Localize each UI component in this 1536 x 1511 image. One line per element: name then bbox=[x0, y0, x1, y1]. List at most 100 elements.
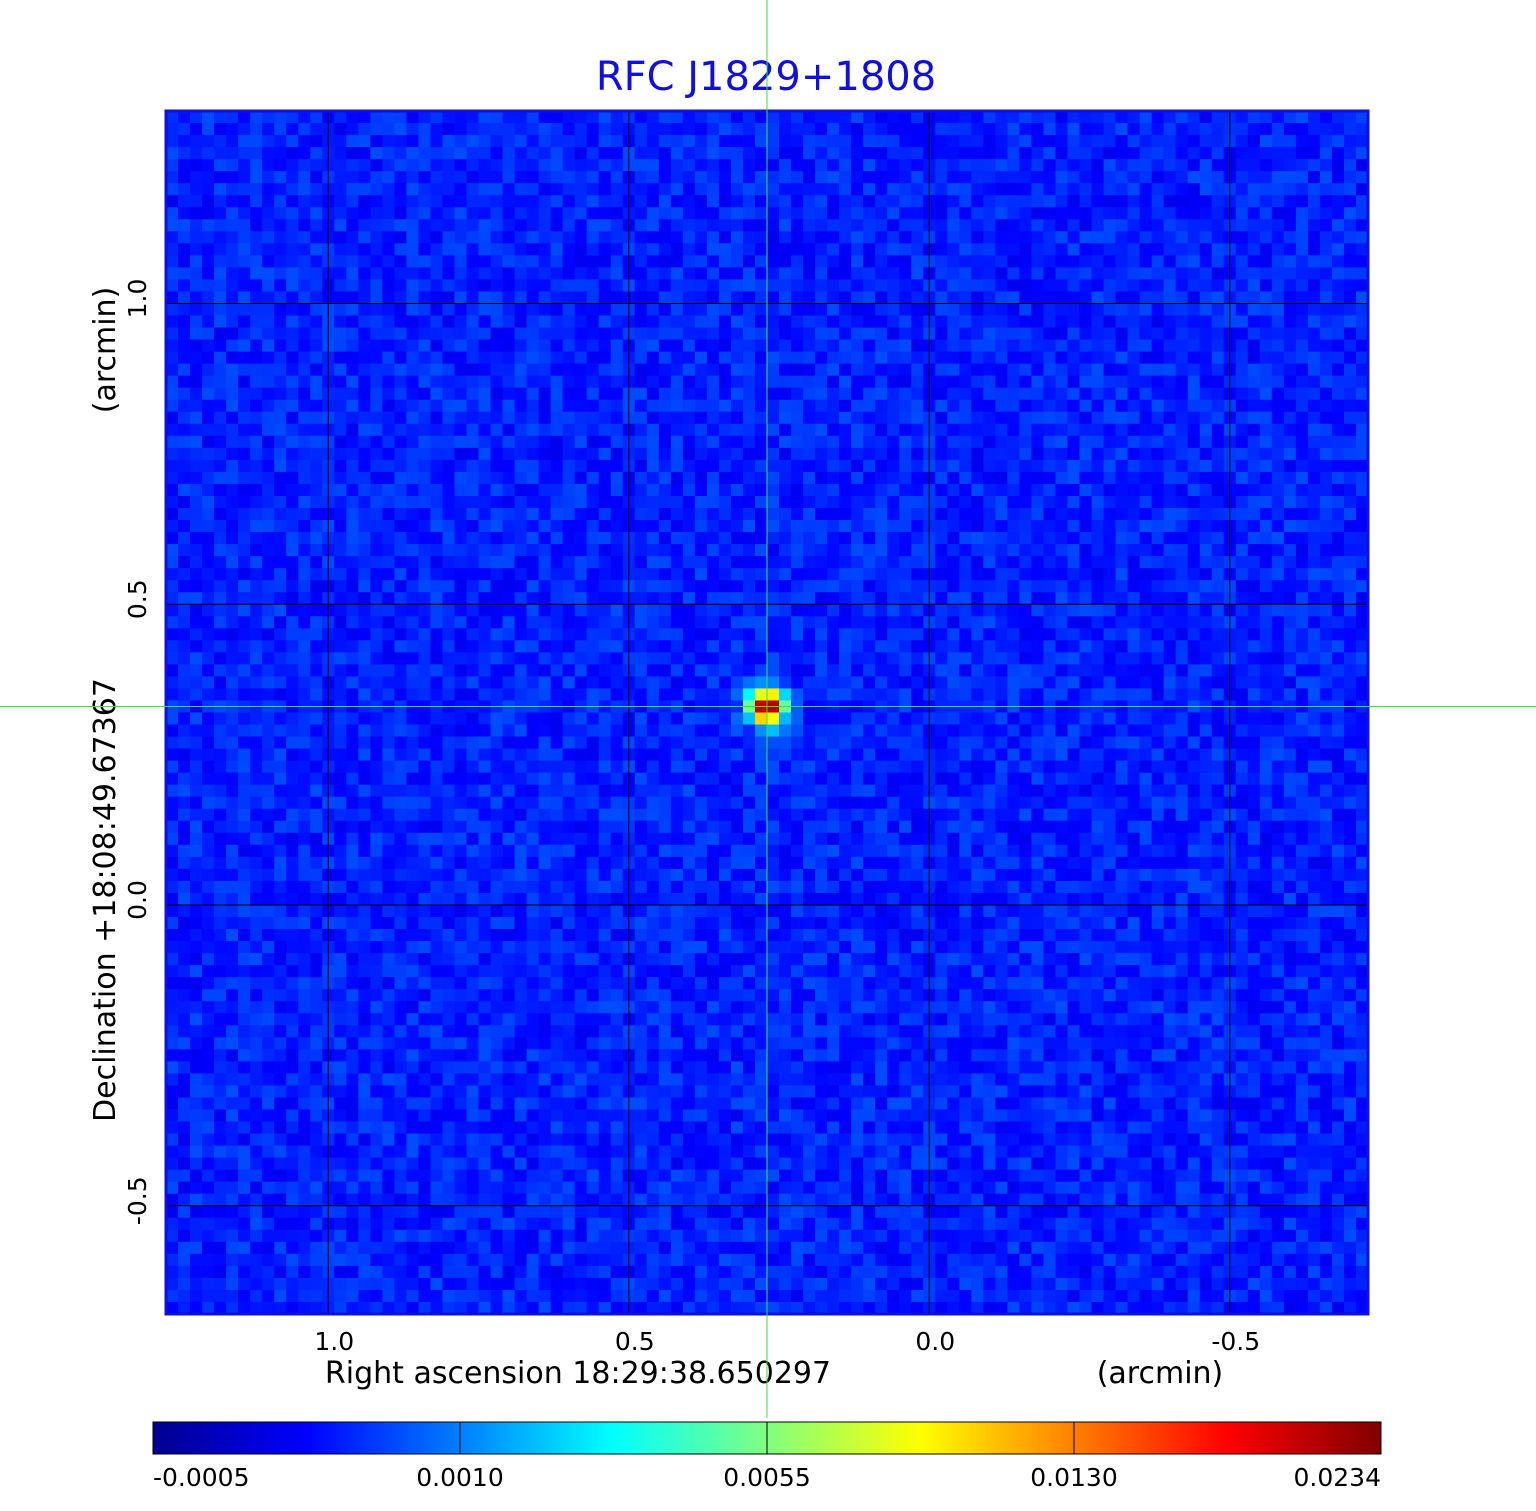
heatmap-cell bbox=[875, 483, 888, 497]
heatmap-cell bbox=[779, 652, 792, 665]
heatmap-cell bbox=[538, 544, 552, 557]
heatmap-cell bbox=[646, 471, 660, 485]
heatmap-cell bbox=[166, 243, 179, 256]
heatmap-cell bbox=[1235, 592, 1249, 605]
heatmap-cell bbox=[178, 568, 191, 581]
heatmap-cell bbox=[1247, 339, 1261, 353]
heatmap-cell bbox=[1247, 219, 1261, 232]
heatmap-cell bbox=[851, 375, 864, 389]
heatmap-cell bbox=[827, 171, 840, 184]
heatmap-cell bbox=[1019, 183, 1033, 196]
heatmap-cell bbox=[514, 339, 528, 353]
heatmap-cell bbox=[1283, 267, 1297, 281]
heatmap-cell bbox=[214, 495, 227, 509]
heatmap-cell bbox=[262, 507, 275, 521]
heatmap-cell bbox=[634, 447, 648, 461]
heatmap-cell bbox=[887, 159, 900, 172]
heatmap-cell bbox=[334, 459, 347, 473]
heatmap-cell bbox=[238, 363, 251, 377]
heatmap-cell bbox=[550, 507, 564, 521]
heatmap-cell bbox=[670, 195, 684, 208]
heatmap-cell bbox=[1067, 652, 1081, 665]
heatmap-cell bbox=[1319, 507, 1333, 521]
heatmap-cell bbox=[718, 123, 732, 136]
heatmap-cell bbox=[250, 507, 263, 521]
heatmap-cell bbox=[442, 219, 456, 232]
heatmap-cell bbox=[1247, 195, 1261, 208]
heatmap-cell bbox=[1175, 255, 1189, 268]
heatmap-cell bbox=[598, 207, 612, 220]
heatmap-cell bbox=[382, 279, 395, 293]
heatmap-cell bbox=[166, 171, 179, 184]
heatmap-cell bbox=[1271, 520, 1285, 533]
heatmap-cell bbox=[202, 315, 215, 329]
heatmap-cell bbox=[406, 147, 420, 160]
heatmap-cell bbox=[1319, 219, 1333, 232]
heatmap-cell bbox=[1307, 255, 1321, 268]
heatmap-cell bbox=[598, 676, 612, 690]
heatmap-cell bbox=[815, 159, 828, 172]
heatmap-cell bbox=[298, 315, 311, 329]
heatmap-cell bbox=[550, 135, 564, 148]
heatmap-cell bbox=[1211, 207, 1225, 220]
heatmap-cell bbox=[550, 111, 564, 124]
heatmap-cell bbox=[1007, 520, 1021, 533]
heatmap-cell bbox=[1211, 267, 1225, 281]
heatmap-cell bbox=[779, 135, 792, 148]
heatmap-cell bbox=[1043, 447, 1057, 461]
heatmap-cell bbox=[1175, 195, 1189, 208]
heatmap-cell bbox=[658, 387, 672, 401]
heatmap-cell bbox=[190, 628, 203, 641]
heatmap-cell bbox=[1343, 183, 1357, 196]
heatmap-cell bbox=[1043, 459, 1057, 473]
heatmap-cell bbox=[454, 459, 468, 473]
heatmap-cell bbox=[827, 616, 840, 629]
heatmap-cell bbox=[754, 147, 768, 160]
heatmap-cell bbox=[1139, 568, 1153, 581]
heatmap-cell bbox=[1163, 375, 1177, 389]
heatmap-cell bbox=[370, 532, 383, 545]
heatmap-cell bbox=[190, 592, 203, 605]
heatmap-cell bbox=[370, 231, 383, 244]
heatmap-cell bbox=[1007, 351, 1021, 365]
heatmap-cell bbox=[1331, 640, 1345, 653]
heatmap-cell bbox=[1211, 423, 1225, 437]
heatmap-cell bbox=[610, 219, 624, 232]
heatmap-cell bbox=[947, 471, 960, 485]
heatmap-cell bbox=[358, 628, 371, 641]
heatmap-cell bbox=[430, 411, 444, 425]
heatmap-cell bbox=[767, 688, 780, 702]
heatmap-cell bbox=[959, 315, 972, 329]
heatmap-cell bbox=[346, 495, 359, 509]
heatmap-cell bbox=[598, 423, 612, 437]
heatmap-cell bbox=[526, 556, 540, 569]
heatmap-cell bbox=[959, 375, 972, 389]
heatmap-cell bbox=[1079, 604, 1093, 617]
heatmap-cell bbox=[995, 447, 1008, 461]
heatmap-cell bbox=[682, 279, 696, 293]
heatmap-cell bbox=[346, 652, 359, 665]
heatmap-cell bbox=[1331, 111, 1345, 124]
heatmap-cell bbox=[1007, 664, 1021, 678]
heatmap-cell bbox=[298, 219, 311, 232]
heatmap-cell bbox=[791, 688, 804, 702]
heatmap-cell bbox=[1139, 580, 1153, 593]
heatmap-cell bbox=[1079, 556, 1093, 569]
heatmap-cell bbox=[1211, 520, 1225, 533]
heatmap-cell bbox=[214, 688, 227, 702]
heatmap-cell bbox=[274, 159, 287, 172]
heatmap-cell bbox=[875, 435, 888, 449]
heatmap-cell bbox=[754, 339, 768, 353]
heatmap-cell bbox=[803, 183, 816, 196]
heatmap-cell bbox=[1055, 628, 1069, 641]
heatmap-cell bbox=[286, 411, 299, 425]
heatmap-cell bbox=[742, 520, 756, 533]
heatmap-cell bbox=[334, 267, 347, 281]
heatmap-cell bbox=[658, 676, 672, 690]
heatmap-cell bbox=[166, 628, 179, 641]
heatmap-cell bbox=[418, 399, 432, 413]
heatmap-cell bbox=[526, 315, 540, 329]
heatmap-cell bbox=[1283, 592, 1297, 605]
heatmap-cell bbox=[634, 327, 648, 341]
heatmap-cell bbox=[718, 580, 732, 593]
